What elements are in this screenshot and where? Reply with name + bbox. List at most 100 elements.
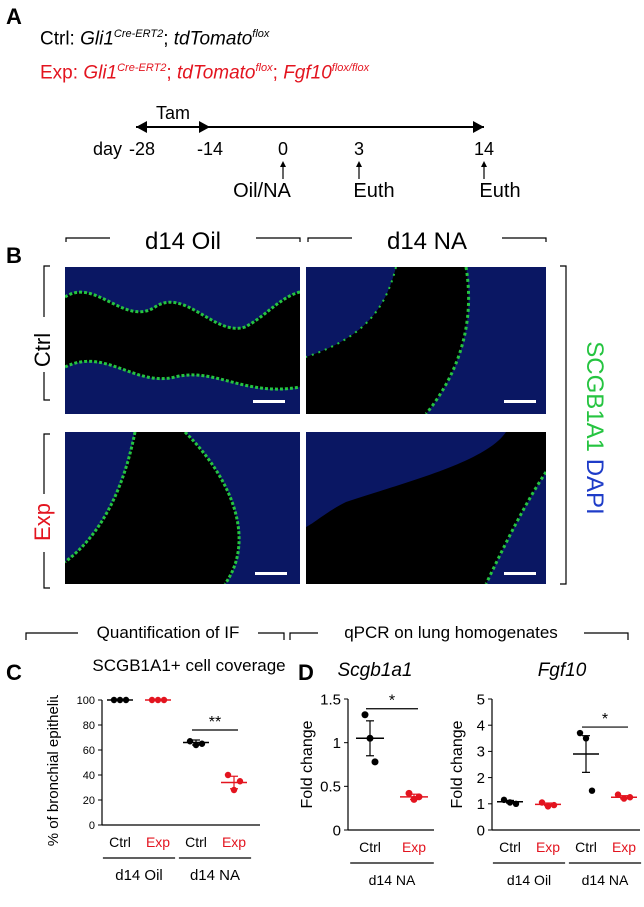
col-header-na: d14 NA	[386, 228, 468, 255]
row-brackets	[43, 265, 50, 589]
section-left-title: Quantification of IF	[96, 623, 240, 642]
col-header-oil: d14 Oil	[144, 228, 222, 255]
micrograph-ctrl-na	[306, 267, 546, 414]
ctrl-gene1-sup: Cre-ERT2	[113, 28, 164, 40]
significance-label: *	[389, 693, 395, 710]
event-arrows	[282, 165, 485, 179]
event-label: Oil/NA	[233, 180, 291, 200]
ctrl-gene2: tdTomato	[173, 28, 253, 50]
exp-gene2: tdTomato	[176, 62, 256, 84]
scale-bar	[255, 572, 287, 575]
y-tick-label: 1	[477, 796, 485, 813]
exp-gene1: Gli1	[83, 62, 118, 84]
event-arrowhead	[280, 161, 286, 167]
scale-bar	[504, 400, 536, 403]
data-point	[371, 758, 379, 766]
data-point	[361, 711, 369, 719]
row-label-exp: Exp	[30, 503, 55, 541]
y-tick-label: 1.5	[320, 691, 341, 708]
column-brackets	[65, 237, 547, 242]
data-point	[186, 738, 194, 745]
timeline: Tam day -28 -14 0 3 14 Oil/NA Euth Euth	[93, 103, 521, 200]
group-label: d14 Oil	[115, 867, 163, 884]
data-point	[122, 696, 130, 704]
data-point	[366, 734, 374, 742]
data-point	[192, 741, 200, 749]
row-label-ctrl: Ctrl	[30, 332, 55, 368]
data-point	[230, 786, 238, 794]
x-category-label: Ctrl	[359, 839, 381, 855]
y-tick-label: 5	[477, 691, 485, 708]
significance-label: *	[602, 711, 608, 728]
data-point	[506, 799, 514, 806]
ctrl-gene2-sup: flox	[252, 28, 270, 40]
data-point	[160, 696, 168, 704]
y-tick-label: 2	[477, 770, 485, 787]
micrograph-ctrl-oil	[65, 267, 300, 414]
exp-prefix: Exp:	[40, 62, 84, 84]
group-label: d14 NA	[190, 867, 240, 884]
tick-label: 14	[474, 139, 494, 159]
panel-a-letter: A	[6, 4, 22, 29]
y-tick-label: 1	[333, 735, 341, 752]
scale-bar	[504, 572, 536, 575]
group-label: d14 NA	[582, 872, 629, 888]
scale-bar	[253, 400, 285, 403]
data-point	[550, 801, 558, 809]
group-label: d14 Oil	[507, 872, 551, 888]
data-point	[415, 793, 423, 801]
panel-c-letter: C	[6, 660, 22, 685]
x-category-label: Ctrl	[575, 839, 597, 855]
data-point	[405, 789, 413, 797]
tam-arrow-left	[136, 121, 147, 133]
day-label: day	[93, 139, 122, 159]
tam-label: Tam	[156, 103, 190, 123]
data-point	[224, 771, 232, 779]
panel-b-letter: B	[6, 243, 22, 268]
y-axis-label: Fold change	[450, 720, 466, 808]
data-point	[512, 800, 520, 807]
timeline-arrow-right	[473, 121, 484, 133]
y-tick-label: 40	[83, 770, 95, 782]
y-tick-label: 3	[477, 744, 485, 761]
exp-sep1: ;	[166, 62, 177, 84]
data-point	[148, 696, 156, 704]
x-category-label: Ctrl	[185, 834, 207, 850]
y-tick-label: 4	[477, 717, 485, 734]
data-point	[544, 803, 552, 810]
micrograph-exp-na	[306, 432, 546, 584]
x-category-label: Exp	[146, 834, 170, 850]
event-arrowhead	[356, 161, 362, 167]
section-right-title: qPCR on lung homogenates	[344, 623, 558, 642]
data-point	[538, 799, 546, 806]
y-axis-label: % of bronchial epithelium	[45, 695, 62, 846]
event-arrowhead	[481, 161, 487, 167]
panel-d-letter: D	[298, 660, 314, 685]
ctrl-genotype: Ctrl: Gli1Cre-ERT2; tdTomatoflox	[40, 28, 269, 50]
data-point	[110, 696, 118, 704]
y-tick-label: 100	[77, 695, 95, 707]
stain-green-label: SCGB1A1	[581, 341, 608, 453]
exp-gene3: Fgf10	[283, 62, 332, 84]
y-axis-label: Fold change	[299, 720, 316, 808]
tick-label: 3	[354, 139, 364, 159]
data-point	[154, 696, 162, 704]
group-label: d14 NA	[369, 872, 416, 888]
exp-gene2-sup: flox	[255, 62, 273, 74]
data-point	[236, 778, 244, 785]
ctrl-prefix: Ctrl:	[40, 28, 81, 50]
exp-gene3-sup: flox/flox	[331, 62, 370, 74]
x-category-label: Ctrl	[499, 839, 521, 855]
data-point	[198, 740, 206, 747]
chart-d1-title: Scgb1a1	[337, 660, 413, 681]
x-category-label: Exp	[612, 839, 636, 855]
ctrl-sep: ;	[163, 28, 174, 50]
data-point	[500, 796, 508, 804]
data-point	[582, 735, 590, 742]
event-label: Euth	[353, 180, 394, 200]
y-tick-label: 80	[83, 720, 95, 732]
stain-bracket	[560, 265, 567, 585]
data-point	[620, 795, 628, 802]
y-tick-label: 0	[89, 820, 95, 832]
y-tick-label: 20	[83, 795, 95, 807]
